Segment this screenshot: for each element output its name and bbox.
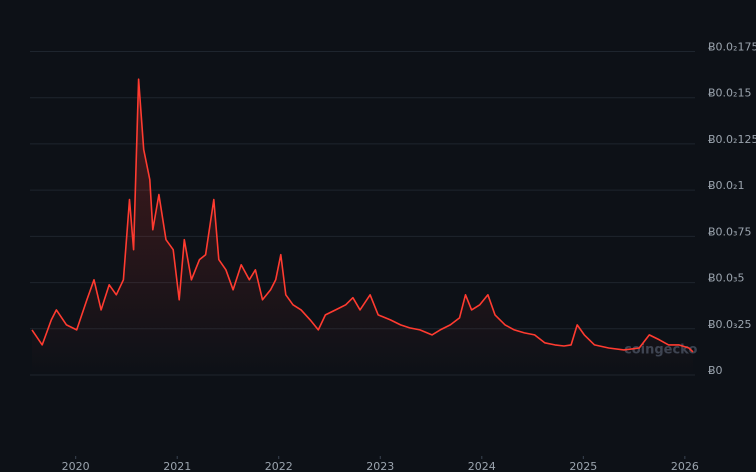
price-area bbox=[32, 79, 693, 375]
y-tick-label: Ƀ0.0₂15 bbox=[708, 87, 751, 100]
x-tick-label: 2022 bbox=[265, 460, 293, 472]
y-tick-label: Ƀ0.0₃25 bbox=[708, 318, 751, 331]
x-tick-label: 2025 bbox=[569, 460, 597, 472]
y-tick-label: Ƀ0.0₃5 bbox=[708, 272, 744, 285]
x-tick-label: 2021 bbox=[163, 460, 191, 472]
x-tick-label: 2023 bbox=[366, 460, 394, 472]
y-tick-label: Ƀ0.0₂1 bbox=[708, 179, 744, 192]
y-tick-label: Ƀ0.0₂175 bbox=[708, 40, 756, 53]
y-tick-label: Ƀ0.0₂125 bbox=[708, 133, 756, 146]
x-tick-label: 2024 bbox=[468, 460, 496, 472]
y-tick-label: Ƀ0.0₃75 bbox=[708, 225, 751, 238]
x-tick-label: 2020 bbox=[62, 460, 90, 472]
price-line bbox=[31, 78, 694, 353]
y-tick-label: Ƀ0 bbox=[708, 364, 723, 377]
x-tick-label: 2026 bbox=[671, 460, 699, 472]
